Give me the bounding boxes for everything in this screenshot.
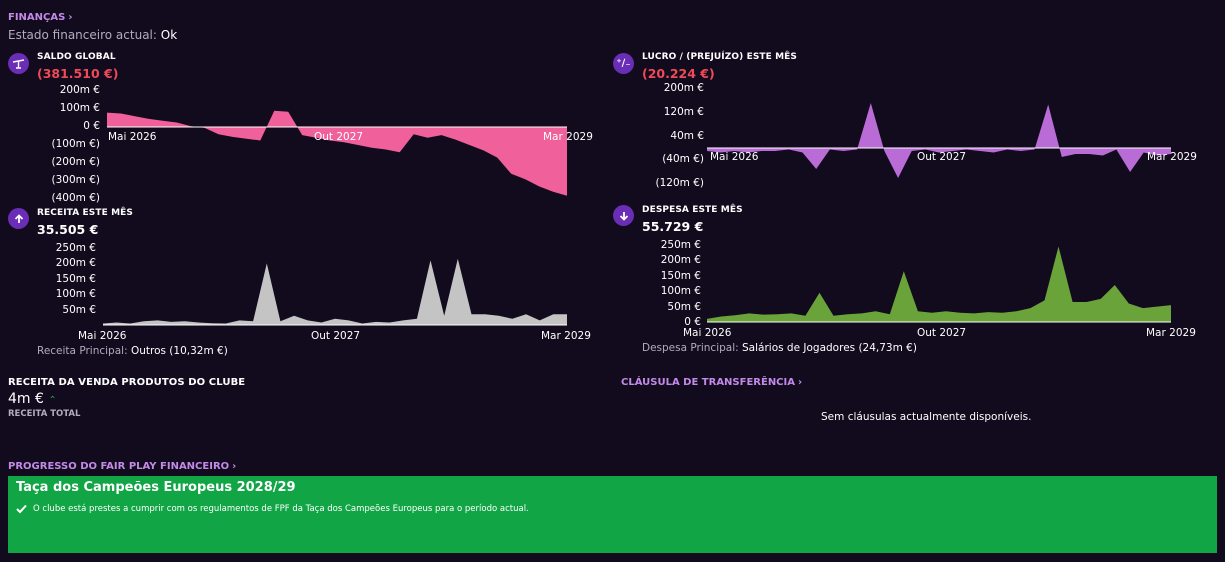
checkmark-icon	[16, 504, 27, 514]
despesa-icon-circle	[613, 205, 634, 226]
y-tick-label: 200m €	[55, 257, 96, 269]
produtos-value: 4m €	[8, 391, 44, 407]
financas-link[interactable]: FINANÇAS ›	[8, 12, 72, 23]
clausula-link[interactable]: CLÁUSULA DE TRANSFERÊNCIA ›	[621, 377, 802, 388]
arrow-down-icon	[619, 211, 628, 221]
fairplay-link[interactable]: PROGRESSO DO FAIR PLAY FINANCEIRO ›	[8, 461, 236, 472]
despesa-value: 55.729 €	[642, 219, 704, 234]
produtos-title: RECEITA DA VENDA PRODUTOS DO CLUBE	[8, 377, 246, 388]
x-tick-label: Mai 2026	[108, 131, 157, 143]
y-tick-label: 100m €	[59, 102, 100, 114]
fairplay-competition: Taça dos Campeões Europeus 2028/29	[16, 480, 296, 495]
lucro-value: (20.224 €)	[642, 66, 715, 81]
clausula-title: CLÁUSULA DE TRANSFERÊNCIA	[621, 377, 795, 388]
y-tick-label: (40m €)	[662, 153, 704, 165]
trend-up-icon: ⌃	[48, 395, 57, 406]
lucro-title: LUCRO / (PREJUÍZO) ESTE MÊS	[642, 52, 798, 62]
y-tick-label: (200m €)	[51, 156, 100, 168]
series-area	[107, 110, 567, 196]
series-area	[707, 246, 1171, 322]
x-tick-label: Mar 2029	[543, 131, 593, 143]
plus-minus-icon: ⁺∕₋	[616, 58, 631, 69]
receita-value: 35.505 €	[37, 222, 99, 237]
chevron-right-icon: ›	[797, 377, 803, 388]
despesa-title: DESPESA ESTE MÊS	[642, 205, 743, 215]
y-tick-label: 250m €	[660, 239, 701, 251]
arrow-up-icon	[14, 213, 23, 223]
x-tick-label: Out 2027	[311, 330, 361, 342]
x-tick-label: Mai 2026	[710, 151, 759, 163]
y-tick-label: (100m €)	[51, 138, 100, 150]
y-tick-label: (400m €)	[51, 192, 100, 204]
receita-principal-label: Receita Principal:	[37, 345, 128, 357]
y-tick-label: 200m €	[660, 254, 701, 266]
series-area	[707, 103, 1171, 178]
x-tick-label: Mar 2029	[1147, 151, 1197, 163]
receita-principal-value: Outros (10,32m €)	[130, 345, 228, 357]
x-tick-label: Out 2027	[917, 151, 967, 163]
y-tick-label: 100m €	[660, 285, 701, 297]
x-tick-label: Out 2027	[917, 327, 967, 339]
fairplay-title: PROGRESSO DO FAIR PLAY FINANCEIRO	[8, 461, 230, 472]
receita-principal: Receita Principal: Outros (10,32m €)	[37, 345, 228, 357]
y-tick-label: 0 €	[83, 120, 100, 132]
saldo-value: (381.510 €)	[37, 66, 119, 81]
produtos-value-row: 4m € ⌃	[8, 391, 57, 407]
status-value: Ok	[160, 28, 178, 42]
x-tick-label: Mai 2026	[683, 327, 732, 339]
x-tick-label: Mar 2029	[1146, 327, 1196, 339]
financas-title: FINANÇAS	[8, 12, 66, 23]
y-tick-label: (120m €)	[655, 177, 704, 189]
despesa-principal-label: Despesa Principal:	[642, 342, 739, 354]
produtos-sublabel: RECEITA TOTAL	[8, 409, 81, 419]
chevron-right-icon: ›	[68, 12, 73, 23]
x-tick-label: Mar 2029	[541, 330, 591, 342]
x-tick-label: Mai 2026	[78, 330, 127, 342]
saldo-icon-circle	[8, 53, 29, 74]
clausula-empty-message: Sem cláusulas actualmente disponíveis.	[821, 411, 1032, 423]
lucro-icon-circle: ⁺∕₋	[613, 53, 634, 74]
y-tick-label: (300m €)	[51, 174, 100, 186]
balance-scale-icon	[12, 59, 25, 69]
y-tick-label: 150m €	[55, 273, 96, 285]
receita-icon-circle	[8, 208, 29, 229]
fairplay-banner: Taça dos Campeões Europeus 2028/29 O clu…	[8, 476, 1217, 553]
y-tick-label: 250m €	[55, 242, 96, 254]
series-area	[103, 258, 567, 325]
y-tick-label: 200m €	[663, 82, 704, 94]
y-tick-label: 0 €	[684, 316, 701, 328]
chevron-right-icon: ›	[232, 461, 237, 472]
status-label: Estado financeiro actual:	[8, 28, 157, 42]
fairplay-message: O clube está prestes a cumprir com os re…	[33, 504, 529, 514]
y-tick-label: 40m €	[670, 130, 704, 142]
despesa-principal-value: Salários de Jogadores (24,73m €)	[742, 342, 917, 354]
receita-title: RECEITA ESTE MÊS	[37, 208, 133, 218]
x-tick-label: Out 2027	[314, 131, 364, 143]
y-tick-label: 100m €	[55, 288, 96, 300]
fairplay-message-row: O clube está prestes a cumprir com os re…	[16, 504, 1209, 514]
y-tick-label: 120m €	[663, 106, 704, 118]
y-tick-label: 50m €	[62, 304, 96, 316]
despesa-principal: Despesa Principal: Salários de Jogadores…	[642, 342, 917, 354]
financial-status: Estado financeiro actual: Ok	[8, 28, 177, 42]
saldo-title: SALDO GLOBAL	[37, 52, 116, 62]
y-tick-label: 200m €	[59, 84, 100, 96]
y-tick-label: 50m €	[667, 301, 701, 313]
y-tick-label: 150m €	[660, 270, 701, 282]
